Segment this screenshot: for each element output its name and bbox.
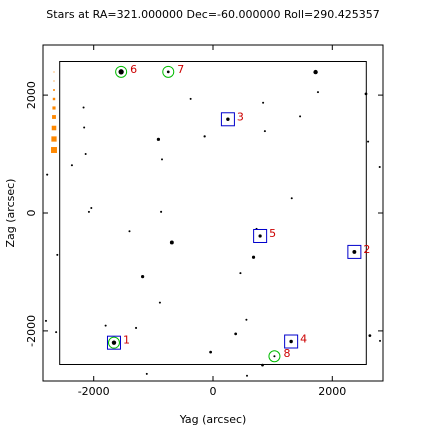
star-id-label-4: 4 — [300, 333, 307, 346]
star-point — [161, 158, 163, 161]
field-of-view-box — [59, 61, 367, 365]
star-id-label-1: 1 — [123, 334, 130, 347]
star-point — [203, 135, 206, 138]
star-point — [169, 240, 174, 245]
x-tick-label: -2000 — [78, 385, 110, 398]
star-point — [90, 206, 93, 209]
star-point — [367, 140, 370, 143]
star-point — [263, 130, 266, 133]
star-point — [128, 230, 131, 233]
star-point — [70, 164, 73, 167]
star-point — [262, 101, 265, 104]
legend-marker-mag-14 — [53, 71, 55, 73]
star-point — [166, 70, 170, 74]
x-axis-label: Yag (arcsec) — [179, 413, 247, 426]
acquisition-stars — [107, 65, 281, 363]
y-axis-label: Zag (arcsec) — [4, 179, 17, 248]
star-point — [56, 253, 59, 256]
star-point — [84, 153, 87, 156]
star-id-label-7: 7 — [177, 63, 184, 76]
y-axis-ticks: -2000 0 2000 — [25, 81, 383, 347]
star-id-labels: 1 2 3 4 5 6 7 8 — [123, 63, 370, 360]
legend-marker-mag-8 — [51, 125, 57, 131]
star-point — [299, 115, 302, 118]
guide-stars — [106, 112, 362, 350]
y-tick-label: -2000 — [25, 315, 38, 347]
star-point — [111, 340, 117, 345]
guide-star-box-5 — [253, 228, 268, 243]
star-point — [290, 197, 293, 200]
star-point — [289, 339, 293, 344]
star-point — [104, 324, 107, 327]
acq-star-circle-8 — [268, 350, 281, 363]
star-point — [209, 350, 212, 354]
guide-star-box-4 — [284, 334, 299, 349]
star-point — [156, 137, 161, 141]
y-tick-label: 0 — [25, 210, 38, 217]
star-point — [118, 69, 124, 75]
star-point — [378, 165, 381, 169]
star-id-label-3: 3 — [237, 110, 244, 123]
guide-star-box-1 — [106, 335, 121, 350]
legend-marker-mag-6 — [51, 147, 57, 153]
legend-marker-mag-13 — [53, 80, 55, 82]
star-point — [145, 372, 148, 375]
star-point — [258, 234, 262, 238]
x-tick-label: 2000 — [318, 385, 346, 398]
star-point — [189, 97, 192, 100]
star-point — [251, 255, 256, 259]
acq-star-circle-1 — [107, 336, 120, 349]
star-point — [368, 334, 372, 337]
star-point — [364, 92, 368, 96]
legend-marker-mag-10 — [52, 106, 56, 110]
plot-frame — [42, 44, 384, 382]
star-point — [239, 272, 242, 275]
x-tick-label: 0 — [210, 385, 217, 398]
y-tick-label: 2000 — [25, 81, 38, 109]
star-point — [316, 91, 319, 94]
star-point — [245, 318, 248, 321]
star-point — [44, 319, 48, 322]
field-stars — [44, 69, 382, 377]
star-id-label-6: 6 — [130, 63, 137, 76]
star-point — [379, 339, 382, 342]
star-point — [55, 331, 58, 334]
star-point — [313, 69, 318, 75]
acq-star-circle-6 — [115, 65, 128, 78]
star-id-label-8: 8 — [283, 347, 290, 360]
star-point — [83, 126, 86, 129]
star-point — [226, 117, 230, 121]
star-point — [158, 301, 161, 304]
star-point — [46, 173, 49, 176]
star-point — [135, 326, 138, 329]
star-point — [87, 210, 90, 213]
star-point — [261, 363, 264, 367]
guide-star-box-2 — [347, 244, 362, 259]
star-point — [141, 275, 145, 279]
acq-star-circle-7 — [162, 65, 175, 78]
star-point — [160, 210, 163, 213]
star-point — [246, 374, 248, 377]
star-id-label-2: 2 — [363, 243, 370, 256]
chart-title: Stars at RA=321.000000 Dec=-60.000000 Ro… — [46, 8, 379, 21]
star-point — [352, 249, 357, 254]
star-id-label-5: 5 — [269, 227, 276, 240]
legend-marker-mag-7 — [51, 136, 57, 142]
star-point — [82, 106, 85, 109]
x-axis-ticks: -2000 0 2000 — [78, 45, 346, 398]
legend-marker-mag-9 — [52, 115, 56, 119]
star-point — [234, 332, 238, 336]
legend-marker-mag-12 — [53, 89, 55, 91]
star-point — [273, 355, 276, 358]
magnitude-legend — [51, 71, 57, 153]
legend-marker-mag-11 — [52, 97, 56, 101]
guide-star-box-3 — [220, 112, 235, 127]
